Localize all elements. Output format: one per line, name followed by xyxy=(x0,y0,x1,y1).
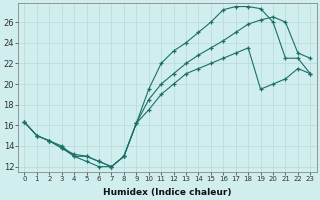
X-axis label: Humidex (Indice chaleur): Humidex (Indice chaleur) xyxy=(103,188,232,197)
